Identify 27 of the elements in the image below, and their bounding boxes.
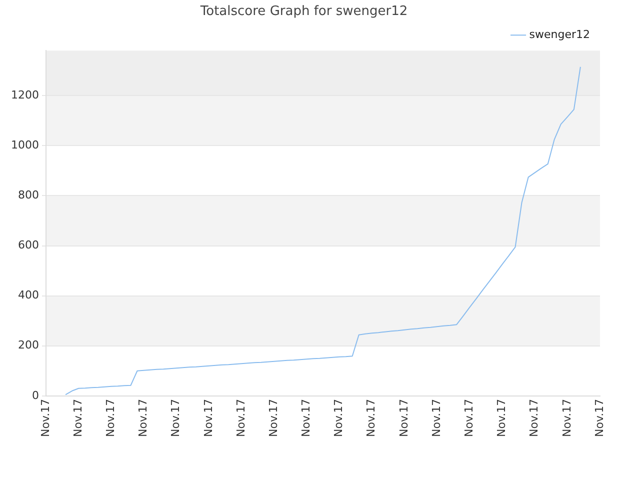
x-tick-label: Nov.17 xyxy=(169,398,182,437)
x-tick-label: Nov.17 xyxy=(528,398,541,437)
y-tick-label: 400 xyxy=(18,288,39,302)
y-tick-label: 1200 xyxy=(10,88,39,102)
x-tick-label: Nov.17 xyxy=(104,398,118,437)
x-tick-label: Nov.17 xyxy=(300,398,313,437)
x-tick-label: Nov.17 xyxy=(430,398,443,437)
chart-title: Totalscore Graph for swenger12 xyxy=(199,4,408,20)
x-tick-label: Nov.17 xyxy=(71,398,84,437)
y-tick-label: 200 xyxy=(18,338,39,352)
x-tick-label: Nov.17 xyxy=(397,398,410,437)
legend-label: swenger12 xyxy=(529,28,590,41)
y-tick-label: 600 xyxy=(18,238,39,252)
x-tick-label: Nov.17 xyxy=(332,398,346,437)
y-tick-label: 1000 xyxy=(10,138,39,152)
x-tick-label: Nov.17 xyxy=(592,398,606,437)
x-tick-label: Nov.17 xyxy=(234,398,248,437)
x-tick-label: Nov.17 xyxy=(462,398,476,437)
x-tick-label: Nov.17 xyxy=(560,398,574,437)
x-tick-label: Nov.17 xyxy=(266,398,280,437)
y-tick-label: 800 xyxy=(18,188,39,202)
x-tick-label: Nov.17 xyxy=(136,398,150,437)
x-tick-label: Nov.17 xyxy=(495,398,508,437)
y-tick-label: 0 xyxy=(32,388,39,402)
x-tick-label: Nov.17 xyxy=(202,398,215,437)
x-tick-label: Nov.17 xyxy=(364,398,378,437)
x-tick-label: Nov.17 xyxy=(38,398,52,437)
